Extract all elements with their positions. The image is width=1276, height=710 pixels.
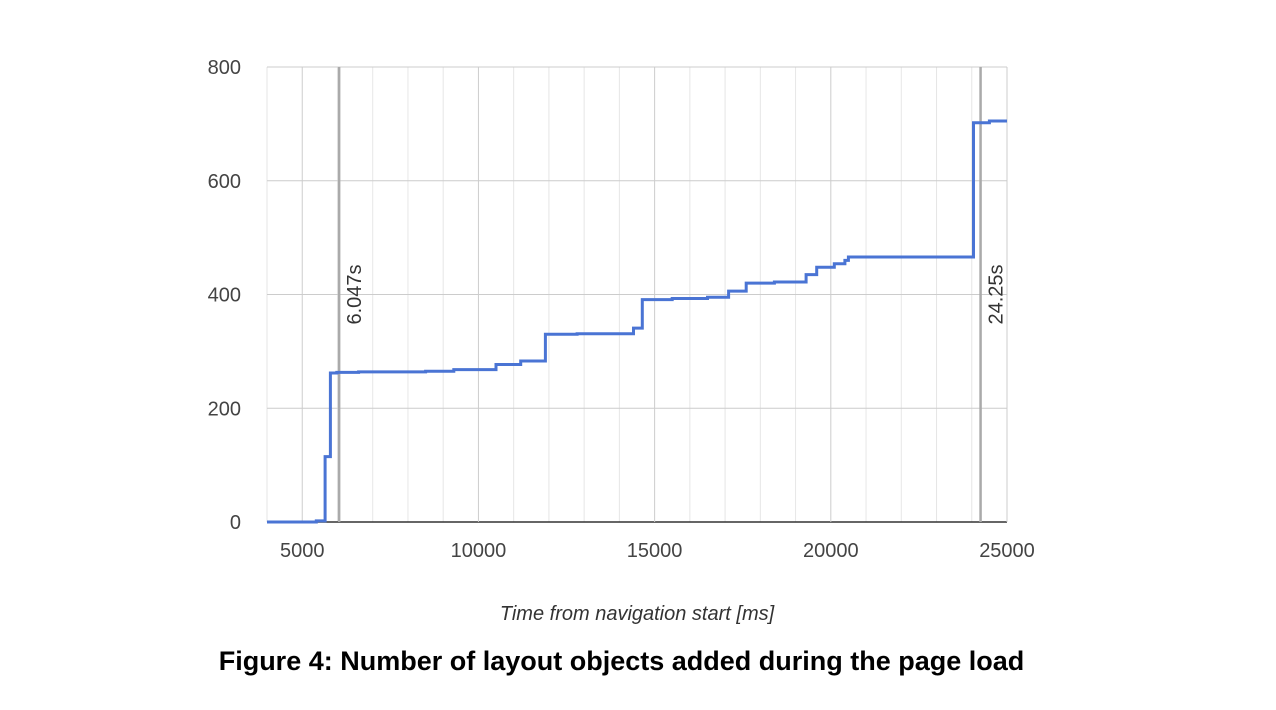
marker-label: 6.047s bbox=[344, 264, 366, 324]
y-tick-label: 800 bbox=[208, 57, 241, 79]
x-tick-label: 5000 bbox=[280, 540, 325, 562]
x-tick-label: 15000 bbox=[627, 540, 683, 562]
x-tick-label: 10000 bbox=[451, 540, 507, 562]
series-line bbox=[267, 119, 1007, 524]
x-tick-label: 25000 bbox=[979, 540, 1035, 562]
layout-objects-chart: 6.047s 24.25s 0 200 400 600 800 5000 10000 1500… bbox=[208, 57, 1035, 625]
x-axis-label: Time from navigation start [ms] bbox=[500, 603, 775, 625]
figure-caption: Figure 4: Number of layout objects added… bbox=[218, 646, 1025, 676]
y-tick-label: 600 bbox=[208, 171, 241, 193]
y-tick-label: 200 bbox=[208, 398, 241, 420]
y-tick-label: 0 bbox=[230, 512, 241, 534]
x-axis-tick-labels: 5000 10000 15000 20000 25000 bbox=[280, 540, 1035, 562]
major-grid bbox=[267, 66, 1008, 523]
x-tick-label: 20000 bbox=[803, 540, 859, 562]
time-markers: 6.047s 24.25s bbox=[337, 67, 1008, 522]
series-layer bbox=[267, 119, 1007, 524]
y-axis-tick-labels: 0 200 400 600 800 bbox=[208, 57, 241, 534]
marker-label: 24.25s bbox=[986, 264, 1008, 324]
y-tick-label: 400 bbox=[208, 285, 241, 307]
